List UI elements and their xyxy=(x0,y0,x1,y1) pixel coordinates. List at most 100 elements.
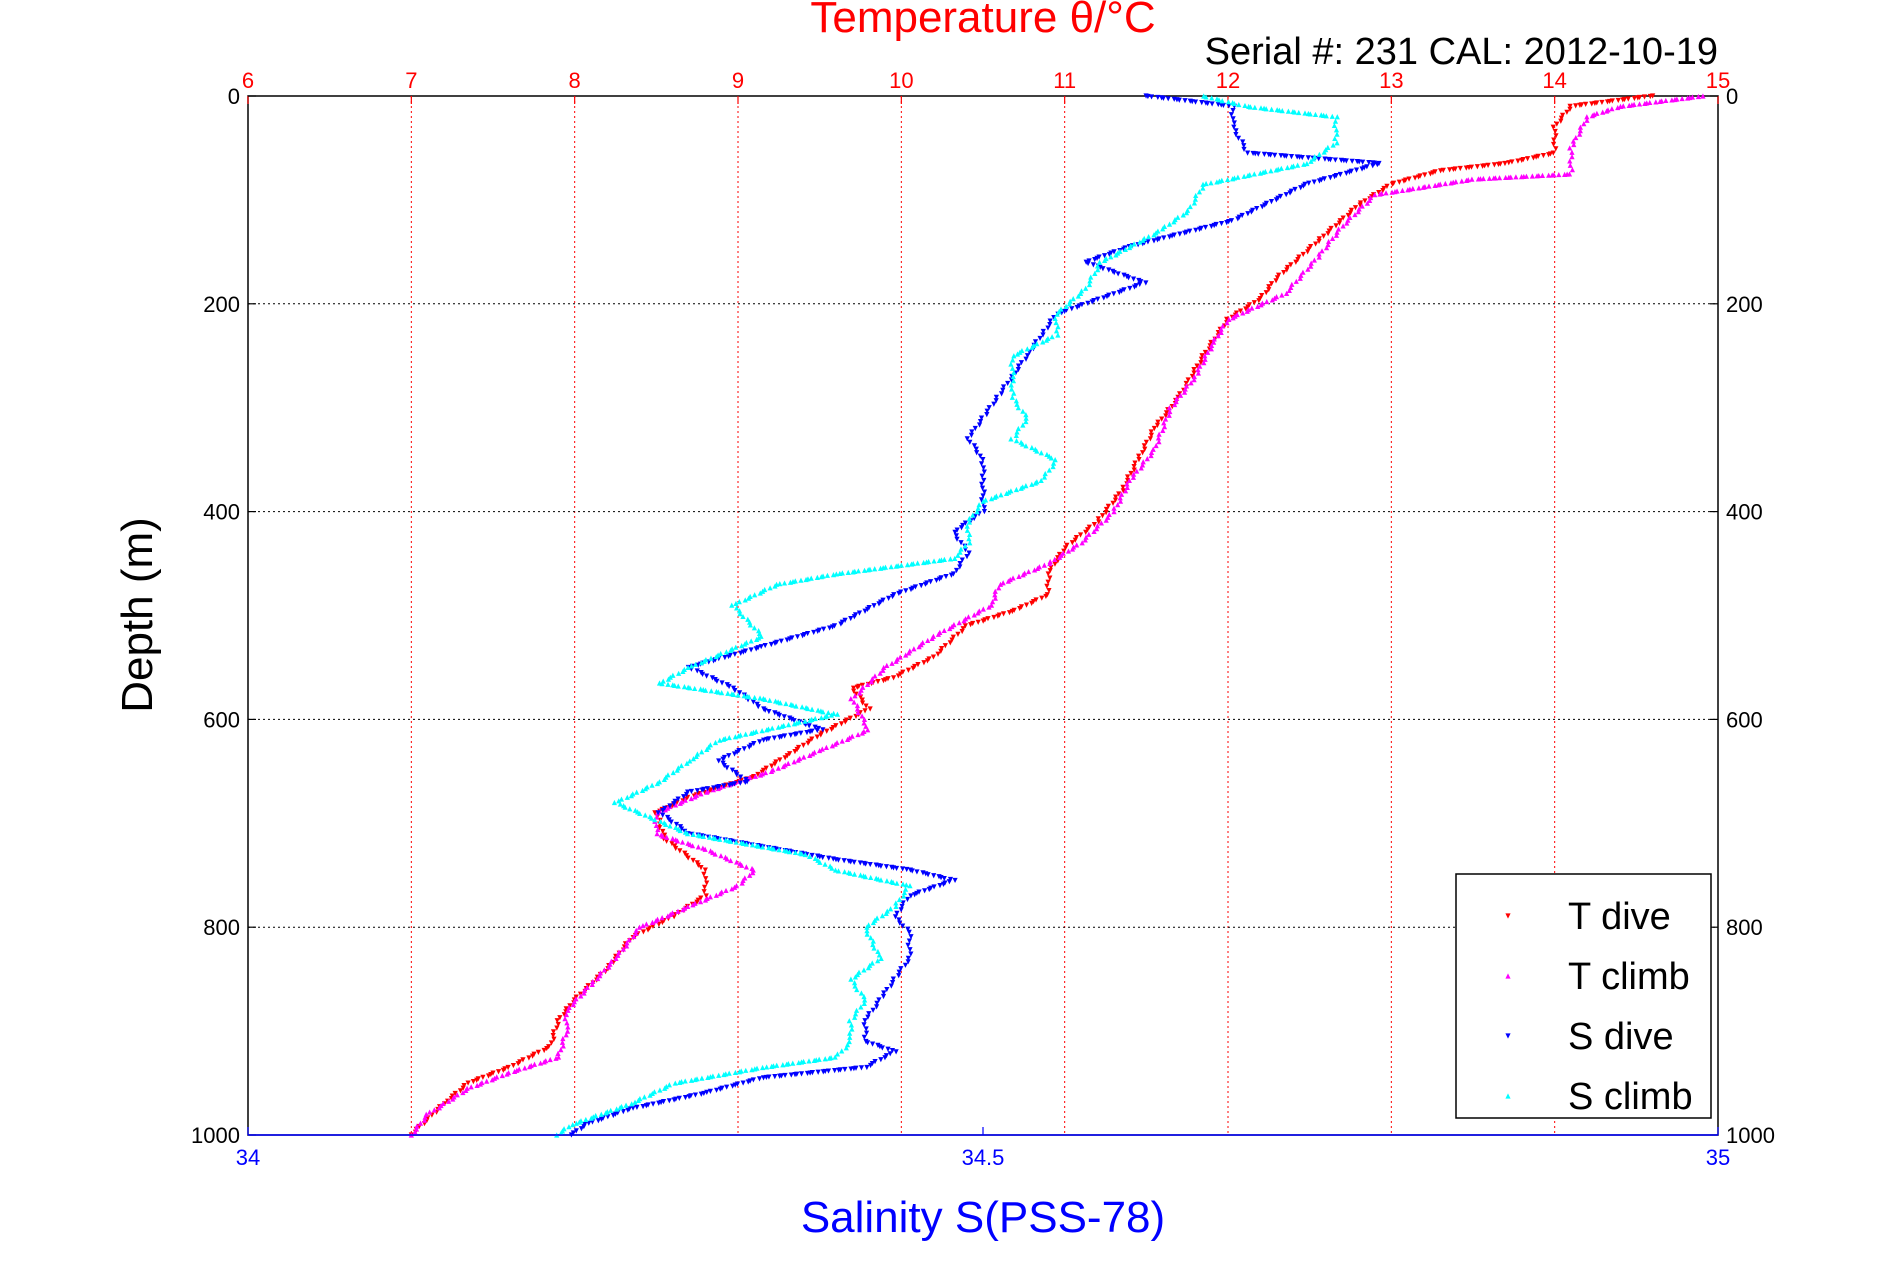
data-point xyxy=(700,833,707,840)
data-point xyxy=(776,847,782,853)
data-point xyxy=(1322,156,1328,162)
data-point xyxy=(1106,251,1112,258)
data-series xyxy=(408,93,1706,1138)
data-point xyxy=(824,572,831,578)
chart-title: Temperature θ/°C xyxy=(810,0,1155,42)
data-point xyxy=(1208,342,1215,348)
data-point xyxy=(1570,138,1576,144)
data-point xyxy=(979,473,985,479)
data-point xyxy=(915,560,921,566)
data-point xyxy=(1047,318,1053,324)
data-point xyxy=(676,670,682,676)
data-point xyxy=(1018,485,1024,491)
data-point xyxy=(694,899,700,905)
data-point xyxy=(581,1124,587,1130)
data-point xyxy=(1011,369,1017,375)
data-point xyxy=(733,644,739,650)
data-point xyxy=(809,706,815,712)
data-point xyxy=(1161,420,1167,426)
data-point xyxy=(757,772,764,778)
data-point xyxy=(704,746,710,753)
data-point xyxy=(611,799,618,806)
data-point xyxy=(1247,104,1254,110)
data-point xyxy=(829,743,835,749)
data-point xyxy=(743,731,749,737)
data-point xyxy=(859,700,866,706)
data-point xyxy=(1020,408,1026,414)
data-point xyxy=(993,398,999,404)
data-point xyxy=(1502,160,1508,167)
data-point xyxy=(863,1026,869,1032)
data-point xyxy=(1120,484,1126,490)
data-point xyxy=(1266,284,1272,290)
data-point xyxy=(452,1090,458,1097)
data-point xyxy=(800,633,806,639)
data-point xyxy=(1292,109,1298,115)
data-point xyxy=(490,1070,496,1076)
data-point xyxy=(876,952,882,958)
data-point xyxy=(1244,308,1250,314)
data-point xyxy=(1325,231,1331,237)
data-point xyxy=(1529,173,1535,179)
data-point xyxy=(1020,441,1026,447)
data-point xyxy=(859,697,865,703)
data-point xyxy=(701,889,707,895)
data-point xyxy=(905,955,911,961)
data-point xyxy=(1230,315,1236,321)
data-point xyxy=(649,919,656,926)
data-point xyxy=(893,865,900,872)
data-point xyxy=(1269,106,1275,112)
data-point xyxy=(673,821,680,828)
data-point xyxy=(1155,94,1161,101)
data-point xyxy=(755,704,761,710)
data-point xyxy=(901,889,908,896)
data-point xyxy=(1323,245,1330,251)
data-point xyxy=(748,730,754,736)
data-point xyxy=(1604,108,1610,114)
data-point xyxy=(703,876,709,882)
data-point xyxy=(981,509,988,515)
data-point xyxy=(1321,149,1327,155)
data-point xyxy=(1625,96,1631,102)
data-point xyxy=(742,597,748,603)
data-point xyxy=(1262,202,1268,208)
data-point xyxy=(460,1085,466,1091)
data-point xyxy=(1289,164,1295,170)
data-point xyxy=(1556,171,1562,178)
data-point xyxy=(723,887,729,894)
data-point xyxy=(1029,444,1035,451)
data-point xyxy=(849,1026,855,1032)
data-point xyxy=(1485,162,1491,168)
data-point xyxy=(1141,443,1147,449)
data-point xyxy=(802,718,808,724)
data-point xyxy=(848,615,854,622)
data-point xyxy=(778,638,784,644)
data-point xyxy=(1101,295,1107,301)
data-point xyxy=(861,1000,867,1006)
data-point xyxy=(608,1107,614,1113)
data-point xyxy=(412,1129,418,1135)
data-point xyxy=(1438,168,1444,174)
data-point xyxy=(764,727,770,733)
data-point xyxy=(1166,234,1173,240)
data-point xyxy=(949,637,955,643)
data-point xyxy=(606,964,612,970)
data-point xyxy=(457,1088,464,1094)
data-point xyxy=(683,796,689,802)
data-point xyxy=(1245,172,1251,179)
data-point xyxy=(615,952,621,958)
data-point xyxy=(1167,408,1173,415)
data-point xyxy=(1032,480,1039,486)
data-point xyxy=(988,602,995,608)
data-point xyxy=(890,976,896,982)
data-point xyxy=(1205,100,1211,107)
data-point xyxy=(855,731,861,738)
data-point xyxy=(1340,223,1346,229)
data-point xyxy=(892,914,899,920)
data-point xyxy=(838,621,844,627)
data-point xyxy=(751,741,757,747)
data-point xyxy=(715,689,721,695)
data-point xyxy=(1015,367,1021,373)
data-point xyxy=(1360,159,1366,165)
